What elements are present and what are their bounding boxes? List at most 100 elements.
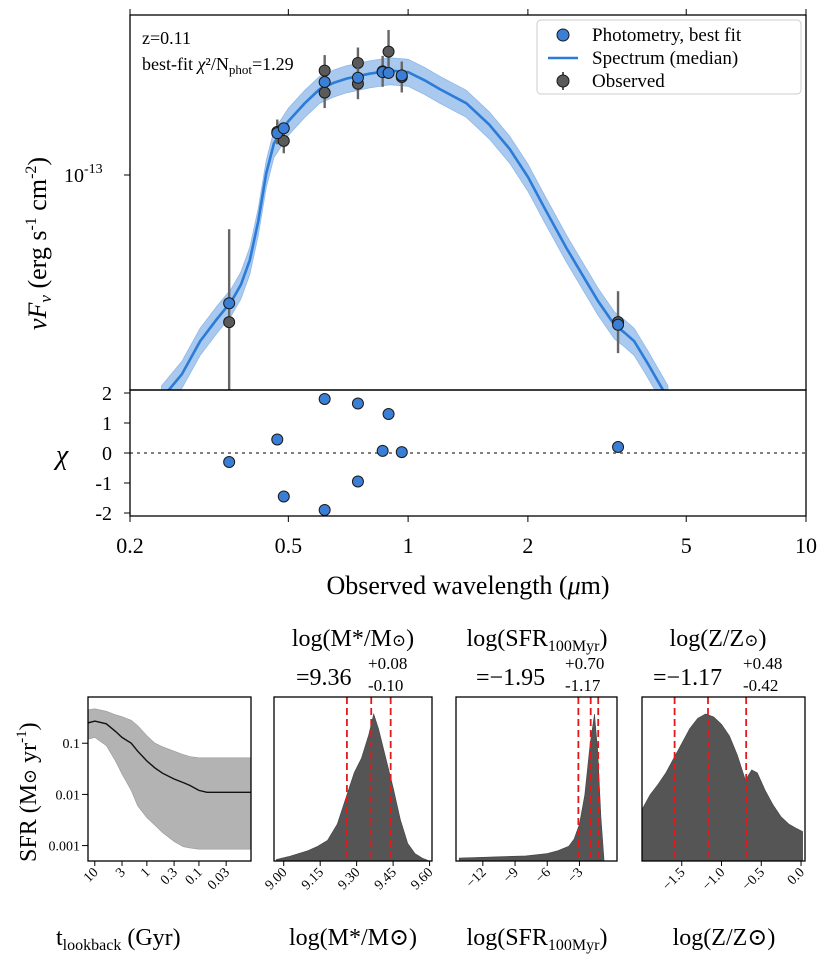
- residual-ytick-label: 1: [102, 413, 112, 435]
- sed-ytick-label: 10-13: [64, 162, 103, 187]
- residual-point: [271, 433, 284, 446]
- sed-ylabel: νFν (erg s-1 cm-2): [23, 157, 55, 330]
- mass-value: =9.36: [296, 665, 352, 691]
- residual-xtick-label: 5: [681, 533, 692, 558]
- best-fit-point: [277, 122, 290, 135]
- sfh-ytick-label: 0.01: [56, 788, 81, 803]
- sfh-panel: 0.10.010.001 10 3 1 0.3 0.1 0.03 SFR (M⊙ yr-1…: [14, 696, 252, 954]
- sfh-xtick-label: 0.1: [183, 865, 206, 888]
- legend-photometry-marker: [556, 28, 570, 42]
- residual-point: [277, 490, 290, 503]
- metallicity-title: log(Z/Z⊙): [670, 626, 767, 652]
- chi2-label: best-fit χ²/Nphot=1.29: [142, 54, 294, 77]
- legend-spectrum-label: Spectrum (median): [592, 48, 738, 69]
- mass-xtick-label: 9.60: [408, 865, 436, 893]
- legend-observed-marker: [556, 74, 570, 88]
- residual-ytick-label: 2: [102, 383, 112, 405]
- residual-y-ticks: 2 1 0 -1 -2: [95, 383, 130, 525]
- residual-point: [318, 504, 331, 516]
- redshift-label: z=0.11: [142, 28, 191, 48]
- mass-xlabel: log(M*/M⊙): [289, 925, 417, 951]
- best-fit-point: [395, 69, 408, 82]
- sfh-ytick-label: 0.001: [49, 840, 81, 855]
- sfh-y-ticks: 0.1 0.01 0.001: [49, 737, 88, 855]
- sfh-xtick-label: 0.3: [158, 865, 181, 888]
- residual-points: [223, 393, 625, 516]
- metallicity-err-minus: -0.42: [743, 676, 778, 695]
- metallicity-frame: [641, 696, 806, 862]
- residual-xlabel: Observed wavelength (μm): [326, 571, 609, 600]
- sfr-xtick-label: −9: [501, 865, 522, 886]
- mass-posterior-hist: [276, 712, 430, 861]
- spectrum-median-line: [167, 69, 665, 390]
- sfh-confidence-band: [88, 708, 251, 850]
- sfr-quantile-lines: [577, 697, 600, 861]
- sfh-xtick-label: 3: [113, 865, 129, 881]
- residual-point: [223, 456, 236, 468]
- best-fit-point: [318, 75, 331, 88]
- mass-xtick-label: 9.00: [263, 865, 291, 893]
- metallicity-xtick-label: −1.5: [660, 865, 689, 894]
- sfr-xtick-label: −6: [533, 865, 554, 886]
- residual-ytick-label: -2: [95, 503, 112, 525]
- observed-point: [223, 316, 236, 329]
- best-fit-point: [351, 71, 364, 84]
- sfh-x-ticks: 10 3 1 0.3 0.1 0.03: [81, 861, 233, 893]
- spectrum-uncertainty-band: [161, 57, 669, 390]
- mass-err-plus: +0.08: [368, 654, 407, 673]
- metallicity-xtick-label: 0.0: [785, 865, 808, 888]
- sfr-posterior-area: [458, 713, 605, 861]
- mass-xtick-label: 9.15: [299, 865, 327, 893]
- posterior-mass-panel: log(M*/M⊙) =9.36 +0.08 -0.10 9.00 9.15 9.3…: [263, 626, 437, 951]
- sfr-xtick-label: −12: [464, 865, 490, 891]
- best-fit-point: [382, 66, 395, 79]
- sfr-x-ticks: −12 −9 −6 −3: [464, 861, 586, 891]
- sfr-err-plus: +0.70: [565, 654, 604, 673]
- mass-title: log(M*/M⊙): [292, 626, 414, 652]
- residual-point: [612, 441, 625, 453]
- residual-xtick-label: 0.2: [116, 533, 144, 558]
- sfh-band: [88, 708, 251, 850]
- sfr-title: log(SFR100Myr): [467, 626, 608, 655]
- residual-xtick-label: 2: [522, 533, 533, 558]
- metallicity-posterior-area: [642, 713, 803, 861]
- sfr-err-minus: -1.17: [565, 676, 601, 695]
- mass-err-minus: -0.10: [368, 676, 403, 695]
- residual-point: [376, 444, 389, 457]
- sfh-xtick-label: 10: [81, 865, 102, 886]
- sfh-xlabel: tlookback (Gyr): [56, 925, 181, 954]
- posterior-metallicity-panel: log(Z/Z⊙) =−1.17 +0.48 -0.42 −1.5 −1.0 −0.…: [641, 626, 808, 951]
- residual-point: [382, 408, 395, 420]
- residual-panel: 210-1-2 0.2 0.5 1 2 5 10 χ Observed wavelengt…: [53, 383, 817, 600]
- best-fit-point: [223, 297, 236, 310]
- mass-posterior-area: [276, 712, 430, 861]
- observed-point: [318, 86, 331, 99]
- best-fit-point: [612, 318, 625, 331]
- residual-point: [351, 475, 364, 488]
- sfh-ytick-label: 0.1: [63, 737, 81, 752]
- residual-point: [395, 446, 408, 459]
- sfh-xtick-label: 1: [138, 865, 154, 881]
- observed-point: [277, 134, 290, 147]
- residual-xtick-label: 1: [403, 533, 414, 558]
- legend-observed-label: Observed: [592, 71, 665, 92]
- sfr-xtick-label: −3: [565, 865, 586, 886]
- sed-top-ticks: [129, 9, 807, 15]
- metallicity-value: =−1.17: [653, 665, 722, 691]
- mass-x-ticks: 9.00 9.15 9.30 9.45 9.60: [263, 861, 436, 893]
- legend-photometry-label: Photometry, best fit: [592, 25, 742, 46]
- sfh-frame: [87, 696, 252, 862]
- residual-ylabel: χ: [53, 440, 69, 471]
- mass-quantile-lines: [346, 697, 392, 861]
- sfr-value: =−1.95: [476, 665, 545, 691]
- mass-xtick-label: 9.30: [336, 865, 364, 893]
- spectrum-band-area: [161, 57, 669, 390]
- residual-x-ticks: 0.2 0.5 1 2 5 10: [116, 516, 817, 558]
- metallicity-x-ticks: −1.5 −1.0 −0.5 0.0: [660, 861, 808, 894]
- metallicity-xtick-label: −1.0: [700, 865, 729, 894]
- sed-panel: z=0.11 best-fit χ²/Nphot=1.29 Photometry…: [23, 9, 807, 391]
- mass-xtick-label: 9.45: [372, 865, 400, 893]
- residual-xtick-label: 10: [795, 533, 817, 558]
- metallicity-posterior-hist: [642, 713, 803, 861]
- metallicity-xtick-label: −0.5: [740, 865, 769, 894]
